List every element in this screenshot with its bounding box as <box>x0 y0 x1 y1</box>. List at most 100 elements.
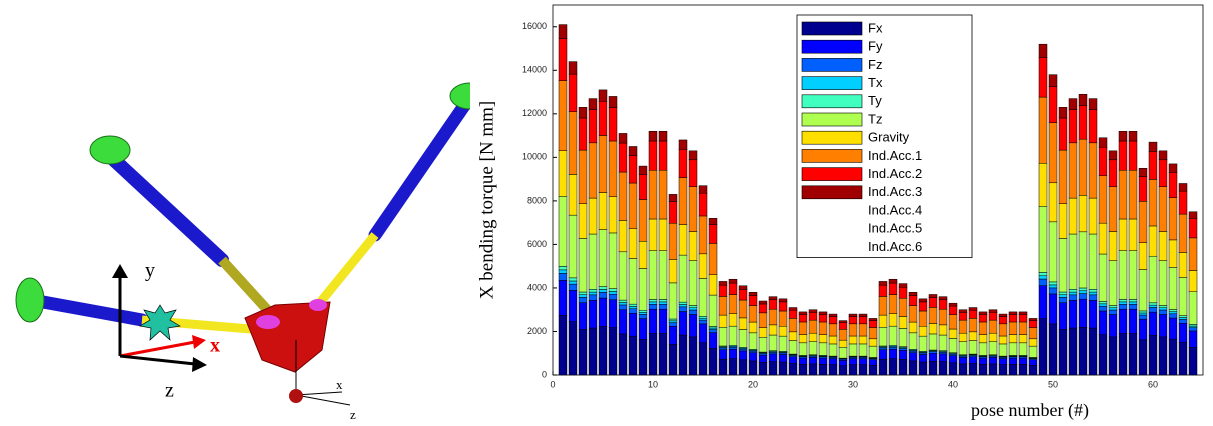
bar-segment <box>598 192 608 230</box>
bar-segment <box>1028 357 1038 359</box>
bar-segment <box>798 334 808 344</box>
bar-segment <box>1148 311 1158 336</box>
bar-segment <box>868 318 878 321</box>
bar-segment <box>858 357 868 359</box>
bar-segment <box>608 327 618 376</box>
bar-segment <box>818 334 828 344</box>
bar-segment <box>978 311 988 315</box>
bar-segment <box>1178 190 1188 215</box>
bar-segment <box>598 286 608 290</box>
bar-segment <box>898 347 908 349</box>
bar-segment <box>738 317 748 330</box>
bar-segment <box>828 356 838 358</box>
bar-segment <box>1058 294 1068 298</box>
bar-segment <box>568 61 578 75</box>
bar-segment <box>848 335 858 345</box>
bar-segment <box>1108 186 1118 232</box>
bar-segment <box>948 355 958 364</box>
legend-swatch <box>801 112 863 127</box>
bar-segment <box>868 327 878 340</box>
axis-label: z <box>165 380 174 402</box>
bar-segment <box>1118 218 1128 251</box>
bar-segment <box>1098 334 1108 376</box>
bar-segment <box>578 117 588 151</box>
bar-segment <box>1138 312 1148 316</box>
bar-segment <box>928 333 938 351</box>
bar-segment <box>1138 314 1148 320</box>
bar-segment <box>938 353 948 362</box>
bar-segment <box>978 355 988 357</box>
bar-segment <box>1178 183 1188 192</box>
bar-segment <box>558 196 568 267</box>
bar-segment <box>888 345 898 347</box>
bar-segment <box>578 302 588 330</box>
bar-segment <box>788 307 798 311</box>
bar-segment <box>1078 195 1088 233</box>
legend-swatch <box>801 39 863 54</box>
bar-segment <box>608 96 618 108</box>
bar-segment <box>1138 176 1148 202</box>
bar-segment <box>918 335 928 352</box>
bar-segment <box>1068 291 1078 296</box>
bar-segment <box>1108 336 1118 376</box>
bar-segment <box>678 306 688 312</box>
bar-segment <box>1068 109 1078 144</box>
bar-segment <box>1148 179 1158 227</box>
bar-segment <box>768 324 778 336</box>
bar-segment <box>998 323 1008 337</box>
bar-segment <box>808 309 818 313</box>
bar-segment <box>1128 333 1138 376</box>
bar-segment <box>1118 304 1128 310</box>
bar-segment <box>708 332 718 349</box>
bar-segment <box>588 300 598 329</box>
bar-segment <box>908 360 918 376</box>
bar-segment <box>868 357 878 359</box>
bar-segment <box>658 250 668 300</box>
robot-drawing <box>15 82 470 406</box>
bar-segment <box>868 357 878 359</box>
bar-segment <box>868 338 878 347</box>
x-axis-title: pose number (#) <box>971 400 1089 421</box>
bar-segment <box>1038 278 1048 286</box>
bar-segment <box>558 280 568 316</box>
bar-segment <box>948 352 958 354</box>
bar-segment <box>648 304 658 310</box>
bar-segment <box>1008 356 1018 359</box>
bar-segment <box>958 309 968 313</box>
bar-segment <box>568 280 578 285</box>
bar-segment <box>918 361 928 376</box>
bar-segment <box>1168 317 1178 340</box>
bar-segment <box>628 306 638 309</box>
bar-segment <box>1108 314 1118 338</box>
bar-segment <box>738 299 748 319</box>
bar-segment <box>738 350 748 361</box>
bar-segment <box>968 355 978 358</box>
bar-segment <box>1068 294 1078 301</box>
bar-segment <box>668 344 678 376</box>
bar-segment <box>668 322 678 327</box>
bar-segment <box>1058 329 1068 376</box>
bar-segment <box>618 304 628 311</box>
legend-label: Fx <box>868 20 883 35</box>
bar-segment <box>868 345 878 358</box>
bar-segment <box>768 361 778 376</box>
bar-segment <box>578 294 588 298</box>
bar-segment <box>1038 57 1048 98</box>
bar-segment <box>598 297 608 327</box>
bar-segment <box>598 229 608 287</box>
bar-segment <box>928 297 938 308</box>
bar-segment <box>878 296 888 316</box>
bar-segment <box>998 313 1008 317</box>
bar-segment <box>918 325 928 337</box>
bar-segment <box>748 349 758 352</box>
bar-segment <box>708 327 718 330</box>
bar-segment <box>628 303 638 307</box>
bar-segment <box>638 314 648 319</box>
bar-segment <box>948 338 958 353</box>
bar-segment <box>868 359 878 366</box>
bar-segment <box>1008 334 1018 344</box>
bar-segment <box>728 345 738 347</box>
bar-segment <box>988 357 998 365</box>
bar-segment <box>908 321 918 334</box>
bar-segment <box>698 342 708 376</box>
